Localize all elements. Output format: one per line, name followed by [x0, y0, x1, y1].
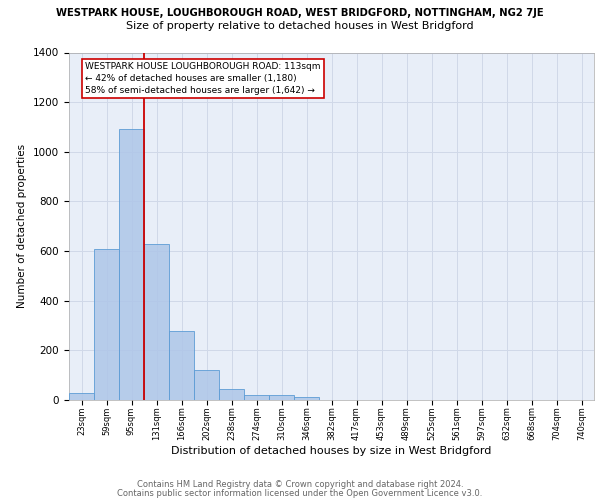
- Bar: [194, 370, 219, 400]
- Bar: [144, 244, 169, 400]
- X-axis label: Distribution of detached houses by size in West Bridgford: Distribution of detached houses by size …: [172, 446, 491, 456]
- Bar: [294, 397, 319, 400]
- Text: WESTPARK HOUSE LOUGHBOROUGH ROAD: 113sqm
← 42% of detached houses are smaller (1: WESTPARK HOUSE LOUGHBOROUGH ROAD: 113sqm…: [85, 62, 321, 95]
- Bar: [169, 330, 194, 400]
- Text: Size of property relative to detached houses in West Bridgford: Size of property relative to detached ho…: [126, 21, 474, 31]
- Bar: [69, 392, 94, 400]
- Bar: [94, 248, 119, 400]
- Text: Contains HM Land Registry data © Crown copyright and database right 2024.: Contains HM Land Registry data © Crown c…: [137, 480, 463, 489]
- Text: WESTPARK HOUSE, LOUGHBOROUGH ROAD, WEST BRIDGFORD, NOTTINGHAM, NG2 7JE: WESTPARK HOUSE, LOUGHBOROUGH ROAD, WEST …: [56, 8, 544, 18]
- Y-axis label: Number of detached properties: Number of detached properties: [17, 144, 28, 308]
- Bar: [219, 389, 244, 400]
- Bar: [269, 394, 294, 400]
- Bar: [244, 394, 269, 400]
- Text: Contains public sector information licensed under the Open Government Licence v3: Contains public sector information licen…: [118, 488, 482, 498]
- Bar: [119, 130, 144, 400]
